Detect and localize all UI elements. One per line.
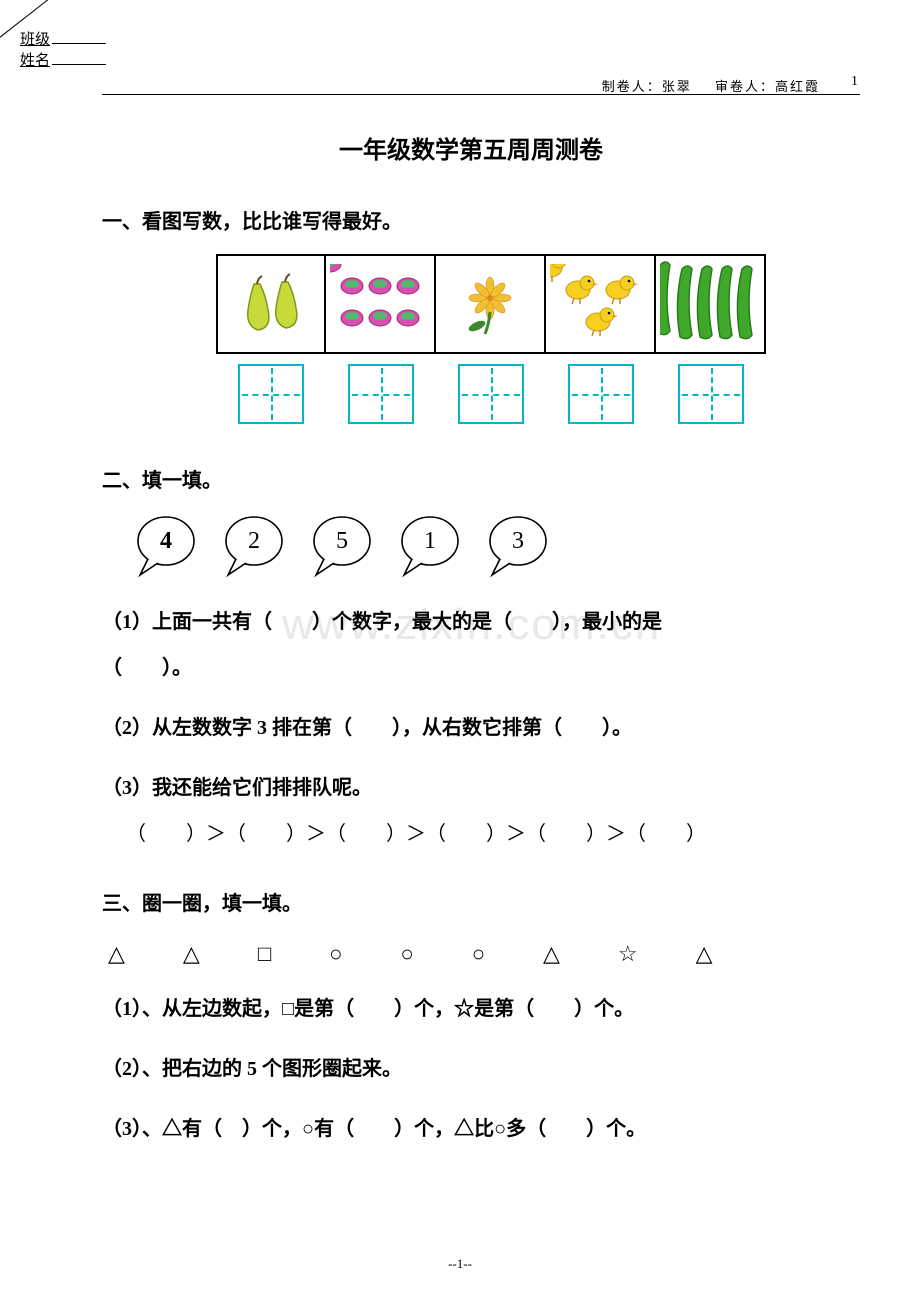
main-content: 一年级数学第五周周测卷 一、看图写数，比比谁写得最好。 xyxy=(102,120,840,1152)
answer-box xyxy=(458,364,524,424)
speech-bubble: 3 xyxy=(484,513,552,581)
name-blank xyxy=(52,64,106,65)
image-candies xyxy=(326,254,436,354)
s2-q2: （2）从左数数字 3 排在第（ ），从右数它排第（ ）。 xyxy=(102,705,840,751)
s3-q2: （2）、把右边的 5 个图形圈起来。 xyxy=(102,1046,840,1092)
reviewer-name: 高红霞 xyxy=(775,79,820,94)
corner-labels: 班级 姓名 xyxy=(20,28,106,70)
answer-box xyxy=(238,364,304,424)
top-page-number: 1 xyxy=(851,74,858,90)
s3-q3: （3）、△有（ ）个，○有（ ）个，△比○多（ ）个。 xyxy=(102,1106,840,1152)
bubbles-row: 4 2 5 1 3 xyxy=(132,513,840,581)
image-cucumbers xyxy=(656,254,766,354)
class-label: 班级 xyxy=(20,28,50,49)
s2-q1-line1: （1）上面一共有（ ）个数字，最大的是（ ），最小的是 xyxy=(102,599,840,645)
s2-q1-line2: （ ）。 xyxy=(102,645,840,691)
image-pears xyxy=(216,254,326,354)
image-chicks xyxy=(546,254,656,354)
header-credits: 制卷人：张翠 审卷人：高红霞 xyxy=(602,76,820,95)
answer-box xyxy=(568,364,634,424)
answer-box xyxy=(678,364,744,424)
section3-heading: 三、圈一圈，填一填。 xyxy=(102,887,840,916)
image-flower xyxy=(436,254,546,354)
header-rule xyxy=(102,94,860,95)
image-row xyxy=(142,254,840,354)
bubble-value: 5 xyxy=(336,528,348,555)
page-title: 一年级数学第五周周测卷 xyxy=(102,130,840,165)
class-blank xyxy=(52,43,106,44)
s2-q3-line2: （ ）＞（ ）＞（ ）＞（ ）＞（ ）＞（ ） xyxy=(126,811,840,857)
bubble-value: 1 xyxy=(424,528,436,555)
footer-page-number: --1-- xyxy=(448,1256,472,1272)
section2-heading: 二、填一填。 xyxy=(102,464,840,493)
speech-bubble: 1 xyxy=(396,513,464,581)
speech-bubble: 5 xyxy=(308,513,376,581)
speech-bubble: 2 xyxy=(220,513,288,581)
bubble-value: 4 xyxy=(160,528,172,555)
shapes-row: △ △ □ ○ ○ ○ △ ☆ △ xyxy=(108,936,840,968)
bubble-value: 2 xyxy=(248,528,260,555)
s2-q3-line1: （3）我还能给它们排排队呢。 xyxy=(102,765,840,811)
speech-bubble: 4 xyxy=(132,513,200,581)
maker-label: 制卷人： xyxy=(602,79,662,94)
section1-heading: 一、看图写数，比比谁写得最好。 xyxy=(102,205,840,234)
answer-box xyxy=(348,364,414,424)
s3-q1: （1）、从左边数起，□是第（ ）个，☆是第（ ）个。 xyxy=(102,986,840,1032)
bubble-value: 3 xyxy=(512,528,524,555)
name-label: 姓名 xyxy=(20,49,50,70)
answer-boxes-row xyxy=(142,364,840,424)
maker-name: 张翠 xyxy=(662,79,692,94)
reviewer-label: 审卷人： xyxy=(715,79,775,94)
